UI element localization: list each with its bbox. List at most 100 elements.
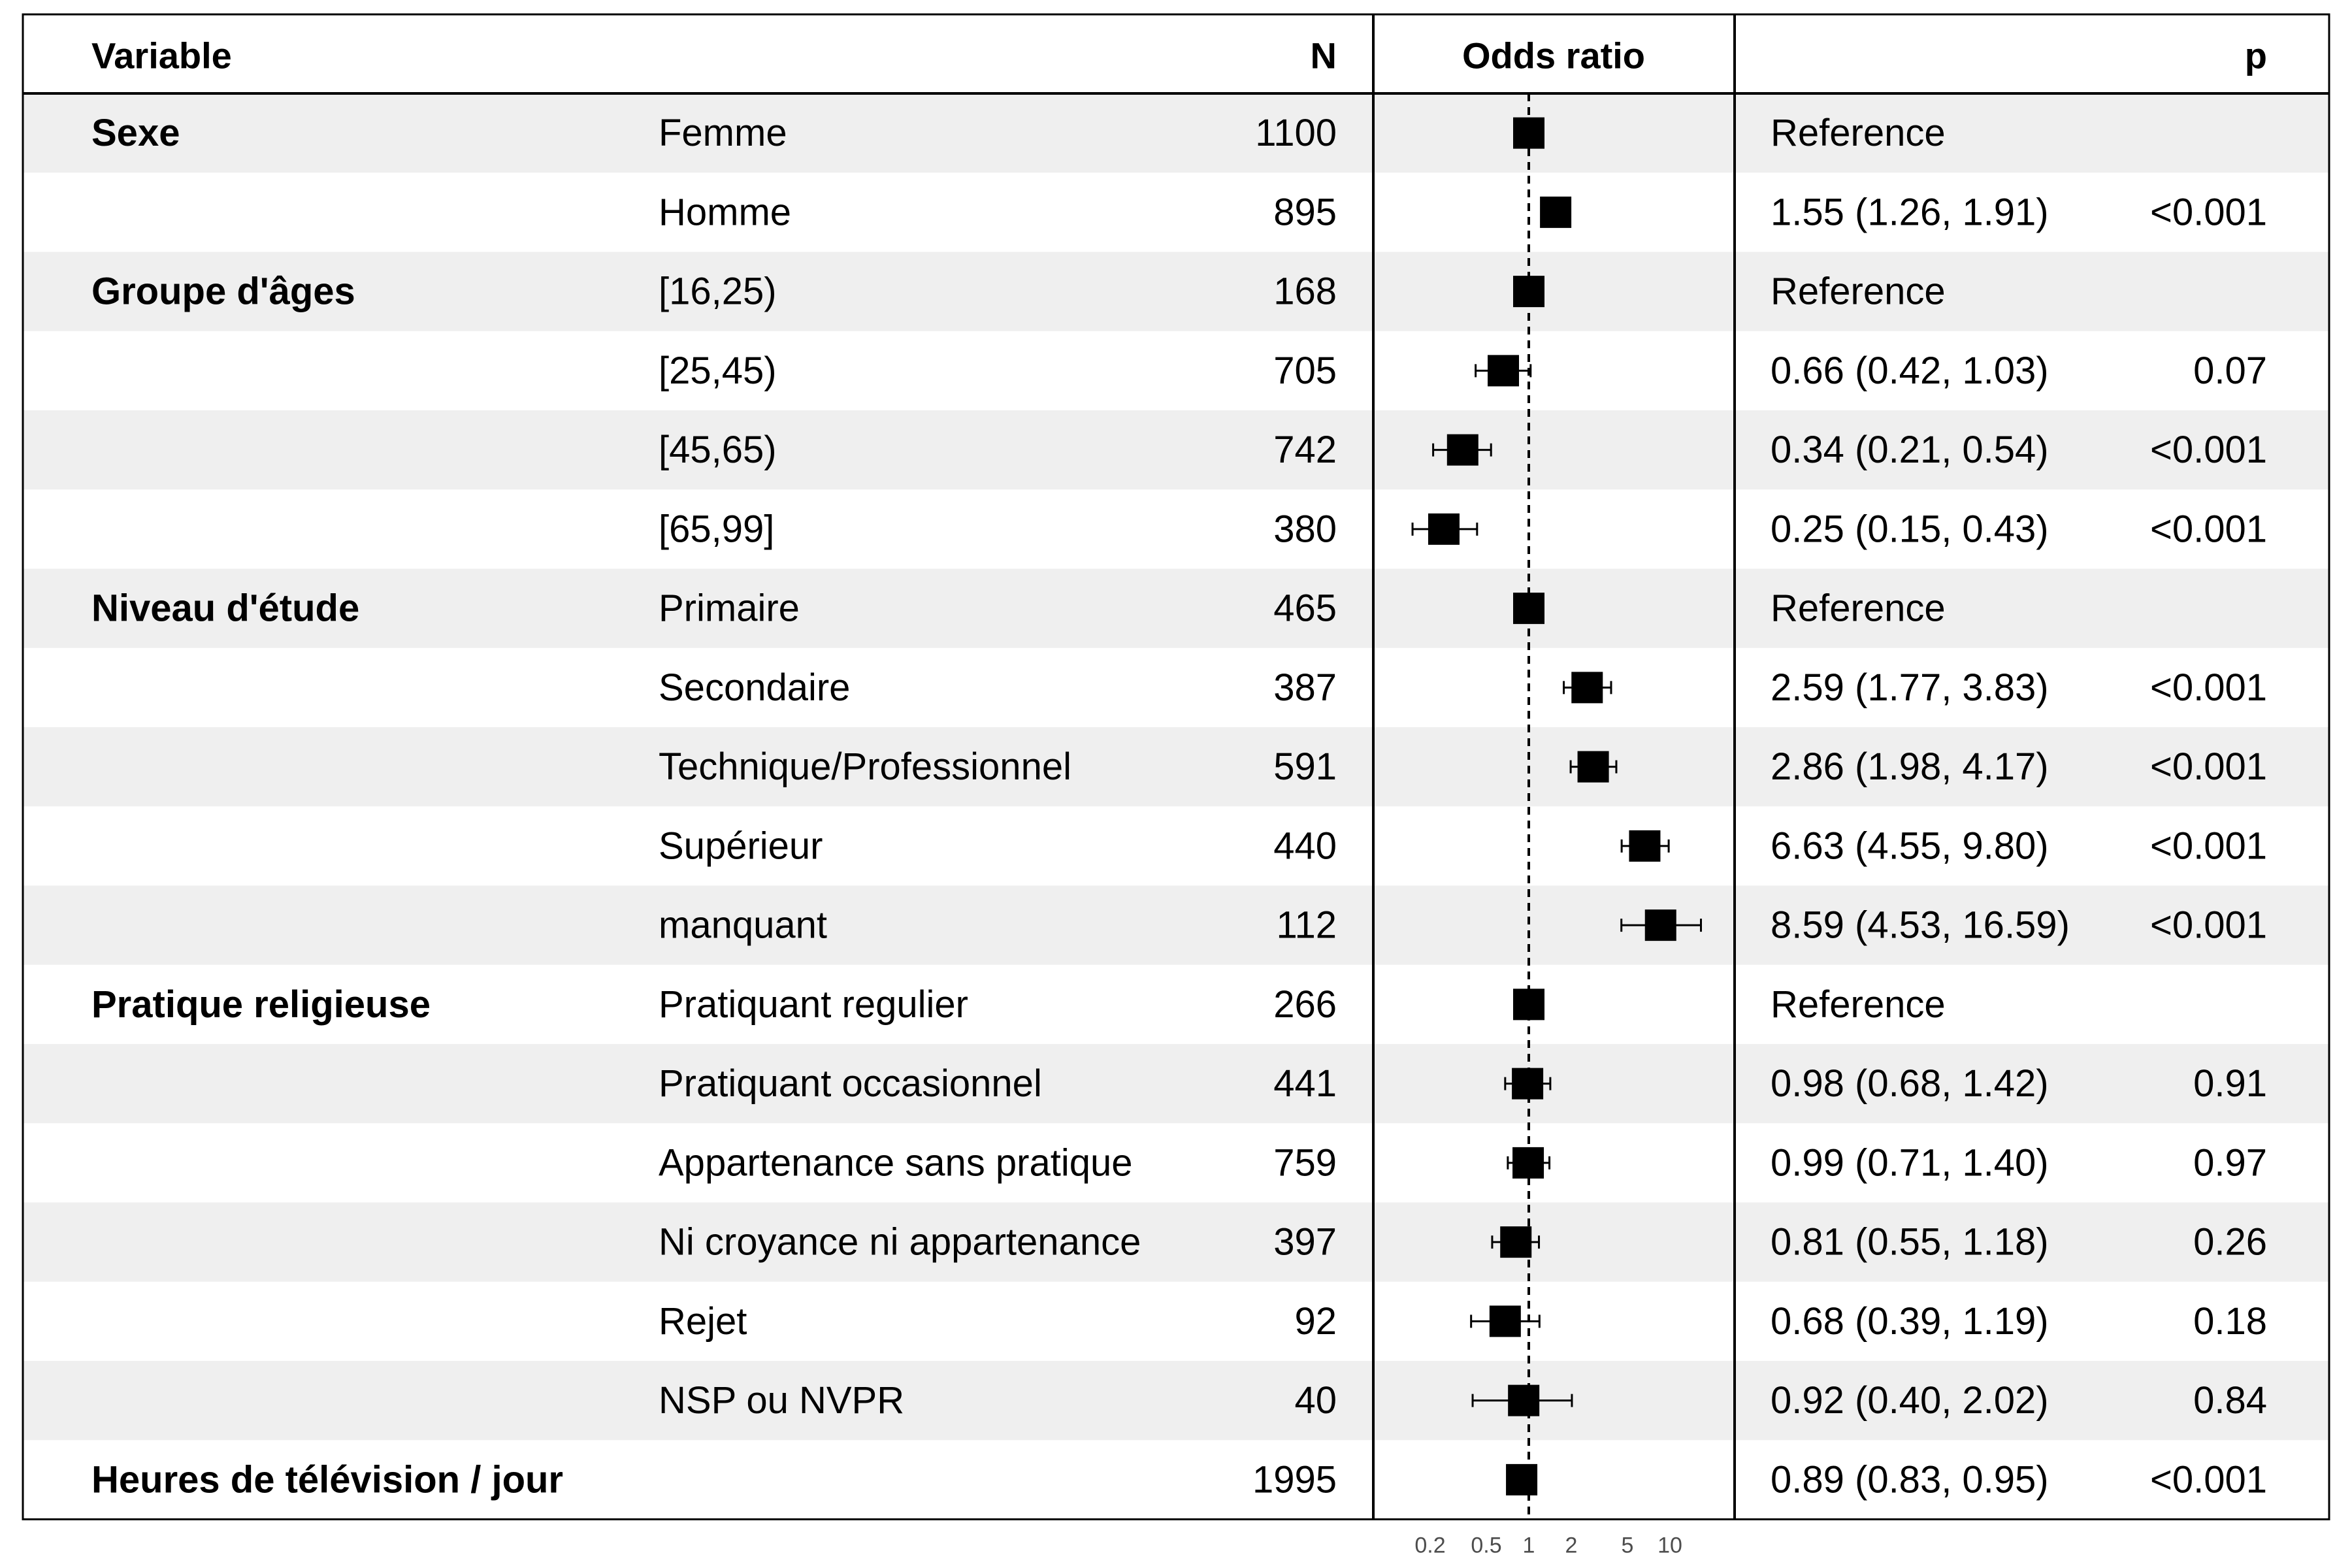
row-estimate-text: 0.25 (0.15, 0.43) [1771, 508, 2049, 550]
row-estimate-text: 6.63 (4.55, 9.80) [1771, 825, 2049, 867]
row-level-label: [45,65) [659, 429, 777, 471]
row-p-value: <0.001 [2150, 745, 2267, 788]
row-estimate-text: Reference [1771, 270, 1946, 313]
odds-ratio-marker [1506, 1463, 1538, 1495]
x-tick-label: 1 [1523, 1533, 1535, 1558]
row-stripe [23, 410, 2329, 490]
row-level-label: Technique/Professionnel [659, 745, 1071, 788]
odds-ratio-marker [1500, 1226, 1532, 1258]
row-n-value: 92 [1294, 1300, 1337, 1343]
row-p-value: <0.001 [2150, 1458, 2267, 1501]
row-n-value: 1995 [1252, 1458, 1337, 1501]
row-estimate-text: 8.59 (4.53, 16.59) [1771, 904, 2070, 947]
row-estimate-text: Reference [1771, 112, 1946, 154]
row-n-value: 441 [1273, 1062, 1337, 1105]
row-level-label: Supérieur [659, 825, 823, 867]
row-level-label: Pratiquant regulier [659, 983, 968, 1026]
odds-ratio-marker [1446, 434, 1478, 466]
row-p-value: 0.18 [2193, 1300, 2267, 1343]
row-p-value: <0.001 [2150, 825, 2267, 867]
row-estimate-text: 0.98 (0.68, 1.42) [1771, 1062, 2049, 1105]
odds-ratio-marker [1513, 276, 1544, 308]
odds-ratio-marker [1488, 355, 1520, 387]
x-tick-label: 2 [1565, 1533, 1578, 1558]
row-n-value: 168 [1273, 270, 1337, 313]
row-variable-label: Niveau d'étude [91, 587, 359, 630]
row-level-label: Rejet [659, 1300, 747, 1343]
row-n-value: 465 [1273, 587, 1337, 630]
odds-ratio-marker [1571, 672, 1603, 704]
row-variable-label: Pratique religieuse [91, 983, 431, 1026]
header-row: Variable N Odds ratio p [91, 35, 2267, 76]
x-tick-label: 5 [1622, 1533, 1634, 1558]
row-n-value: 705 [1273, 350, 1337, 392]
row-n-value: 387 [1273, 666, 1337, 709]
row-stripe [23, 1044, 2329, 1124]
odds-ratio-marker [1513, 117, 1544, 149]
row-n-value: 1100 [1255, 112, 1337, 154]
header-odds-ratio: Odds ratio [1462, 35, 1645, 76]
row-n-value: 591 [1273, 745, 1337, 788]
row-level-label: NSP ou NVPR [659, 1379, 904, 1422]
row-estimate-text: 0.81 (0.55, 1.18) [1771, 1221, 2049, 1264]
row-level-label: Femme [659, 112, 787, 154]
row-level-label: [16,25) [659, 270, 777, 313]
row-n-value: 895 [1273, 191, 1337, 233]
row-level-label: Appartenance sans pratique [659, 1141, 1133, 1184]
row-level-label: Pratiquant occasionnel [659, 1062, 1042, 1105]
row-variable-label: Sexe [91, 112, 180, 154]
odds-ratio-marker [1577, 751, 1609, 783]
row-p-value: 0.97 [2193, 1141, 2267, 1184]
row-stripe [23, 93, 2329, 173]
x-tick-label: 0.2 [1414, 1533, 1445, 1558]
x-tick-label: 10 [1658, 1533, 1682, 1558]
row-p-value: <0.001 [2150, 191, 2267, 233]
odds-ratio-marker [1629, 830, 1661, 862]
odds-ratio-marker [1513, 988, 1544, 1021]
header-p: p [2245, 35, 2267, 76]
row-level-label: Ni croyance ni appartenance [659, 1221, 1141, 1264]
row-p-value: <0.001 [2150, 666, 2267, 709]
row-stripe [23, 885, 2329, 965]
row-level-label: Primaire [659, 587, 800, 630]
odds-ratio-marker [1513, 593, 1544, 625]
row-stripe [23, 1202, 2329, 1282]
row-stripe [23, 568, 2329, 648]
row-stripe [23, 252, 2329, 331]
row-estimate-text: Reference [1771, 587, 1946, 630]
row-estimate-text: 0.34 (0.21, 0.54) [1771, 429, 2049, 471]
row-level-label: Homme [659, 191, 791, 233]
row-estimate-text: Reference [1771, 983, 1946, 1026]
row-variable-label: Groupe d'âges [91, 270, 355, 313]
row-p-value: 0.26 [2193, 1221, 2267, 1264]
row-n-value: 440 [1273, 825, 1337, 867]
odds-ratio-marker [1644, 909, 1676, 941]
row-n-value: 112 [1277, 904, 1337, 947]
row-variable-label: Heures de télévision / jour [91, 1458, 563, 1501]
row-n-value: 759 [1273, 1141, 1337, 1184]
table-frame [22, 13, 2330, 1520]
header-n: N [1311, 35, 1337, 76]
row-n-value: 380 [1273, 508, 1337, 550]
odds-ratio-marker [1489, 1305, 1521, 1337]
row-estimate-text: 0.66 (0.42, 1.03) [1771, 350, 2049, 392]
row-stripe [23, 1361, 2329, 1441]
row-level-label: [65,99] [659, 508, 774, 550]
row-p-value: 0.84 [2193, 1379, 2267, 1422]
row-p-value: <0.001 [2150, 429, 2267, 471]
x-tick-label: 0.5 [1471, 1533, 1501, 1558]
row-level-label: manquant [659, 904, 827, 947]
row-estimate-text: 1.55 (1.26, 1.91) [1771, 191, 2049, 233]
row-n-value: 742 [1273, 429, 1337, 471]
odds-ratio-marker [1540, 196, 1572, 228]
row-n-value: 40 [1294, 1379, 1337, 1422]
x-axis: 0.2 0.5 1 2 5 10 [1414, 1533, 1682, 1558]
row-estimate-text: 2.59 (1.77, 3.83) [1771, 666, 2049, 709]
row-p-value: 0.07 [2193, 350, 2267, 392]
row-level-label: [25,45) [659, 350, 777, 392]
table-border [22, 13, 2330, 1520]
row-p-value: <0.001 [2150, 508, 2267, 550]
table-rows: Sexe Femme 1100 Reference Homme 895 1.55 (1.26… [91, 112, 2267, 1501]
